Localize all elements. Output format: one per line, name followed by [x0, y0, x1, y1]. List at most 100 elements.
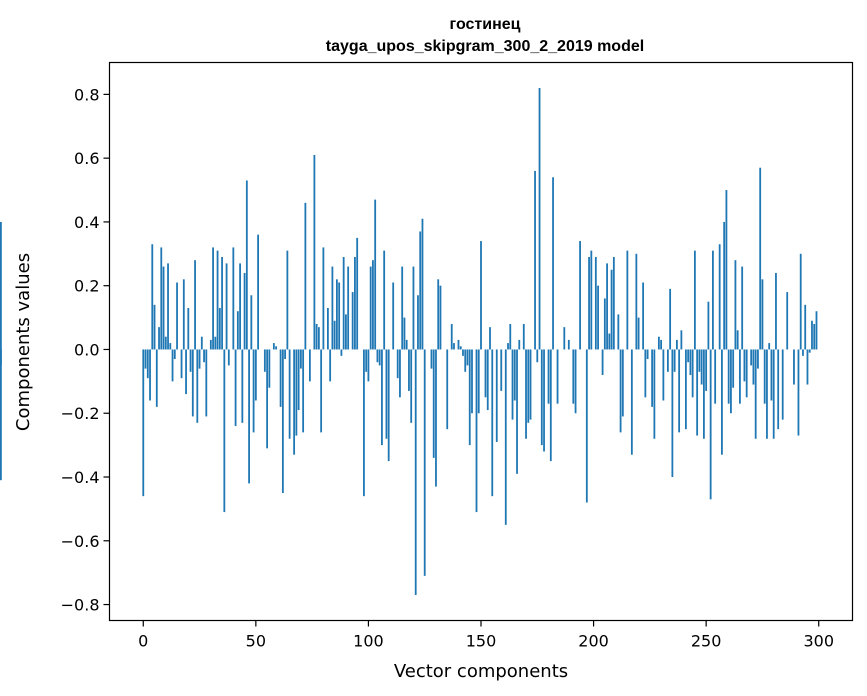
bar [754, 349, 757, 439]
bar [594, 257, 597, 350]
bar [689, 349, 692, 375]
bar [272, 343, 275, 350]
bar [180, 349, 183, 379]
bar [707, 301, 710, 350]
y-tick-label: 0.8 [74, 85, 99, 104]
bar [187, 308, 190, 350]
bar [308, 349, 311, 382]
bar [723, 221, 726, 350]
bar [777, 349, 780, 430]
bar [547, 349, 550, 404]
bar [248, 349, 250, 484]
bar [500, 349, 503, 391]
bar [696, 349, 699, 436]
bar [610, 269, 613, 350]
bar [763, 349, 766, 404]
bar [804, 304, 807, 350]
bar [529, 349, 532, 420]
bar [540, 349, 543, 446]
bar [619, 349, 622, 433]
bar [200, 336, 203, 350]
bar [286, 250, 289, 350]
bar [617, 314, 620, 350]
bar [466, 349, 469, 366]
bar [266, 349, 269, 449]
bar [198, 349, 201, 369]
bar [218, 308, 221, 350]
x-tick-label: 200 [578, 632, 609, 651]
bar [504, 349, 507, 525]
bar [608, 333, 611, 350]
bar [705, 349, 708, 391]
bar [567, 339, 570, 350]
bar [612, 257, 615, 350]
bar [657, 336, 660, 350]
bar [299, 349, 302, 369]
bar [486, 349, 489, 411]
bar [288, 349, 291, 439]
bar [536, 349, 539, 363]
bar [646, 349, 649, 360]
bar [144, 349, 147, 369]
bar [752, 349, 755, 385]
bar [736, 330, 739, 350]
x-axis-ticks: 0 50 100 150 200 250 300 [138, 620, 834, 651]
bar [376, 349, 379, 363]
y-tick-label: −0.4 [61, 468, 100, 487]
bar [196, 349, 199, 423]
bar [453, 343, 455, 350]
bar [671, 349, 674, 478]
bar [709, 349, 712, 500]
bar [338, 282, 341, 350]
bar [484, 349, 487, 398]
bar [630, 349, 633, 455]
bar [439, 285, 442, 350]
bar [212, 247, 214, 350]
bar [509, 323, 512, 350]
bar [703, 349, 705, 439]
bar [574, 349, 577, 414]
bar [345, 314, 347, 350]
bar [250, 295, 253, 350]
x-tick-label: 50 [246, 632, 266, 651]
bar [363, 349, 365, 497]
bar [588, 257, 590, 350]
bar [146, 349, 149, 379]
bar [0, 221, 2, 350]
bar [167, 263, 169, 350]
x-tick-label: 0 [138, 632, 148, 651]
bar [284, 349, 287, 360]
bar [802, 349, 804, 356]
y-tick-label: −0.8 [61, 596, 100, 615]
bar [372, 260, 374, 350]
chart-subtitle: tayga_upos_skipgram_300_2_2019 model [326, 38, 644, 55]
chart-title: гостинец [450, 16, 521, 33]
bar [775, 272, 777, 350]
bar [730, 349, 732, 414]
bar [171, 349, 174, 382]
bar [489, 327, 491, 350]
bar [169, 343, 172, 350]
bar [518, 339, 521, 350]
bar [419, 231, 422, 350]
bar [385, 349, 388, 439]
x-tick-label: 150 [466, 632, 497, 651]
bar [313, 154, 316, 350]
bar [241, 349, 244, 423]
bar [342, 257, 345, 350]
bar [327, 308, 329, 350]
bar [408, 349, 410, 391]
x-tick-label: 100 [353, 632, 384, 651]
bar [691, 349, 694, 398]
bar [698, 349, 701, 372]
bar [721, 349, 723, 455]
bar [185, 349, 187, 395]
bar [365, 349, 368, 372]
bar [153, 304, 156, 350]
y-axis-ticks: −0.8 −0.6 −0.4 −0.2 0.0 0.2 0.4 0.6 0.8 [61, 85, 110, 615]
bar [317, 327, 320, 350]
bar [423, 349, 426, 576]
bar [457, 339, 460, 350]
bar [275, 346, 278, 350]
bar [534, 170, 536, 350]
